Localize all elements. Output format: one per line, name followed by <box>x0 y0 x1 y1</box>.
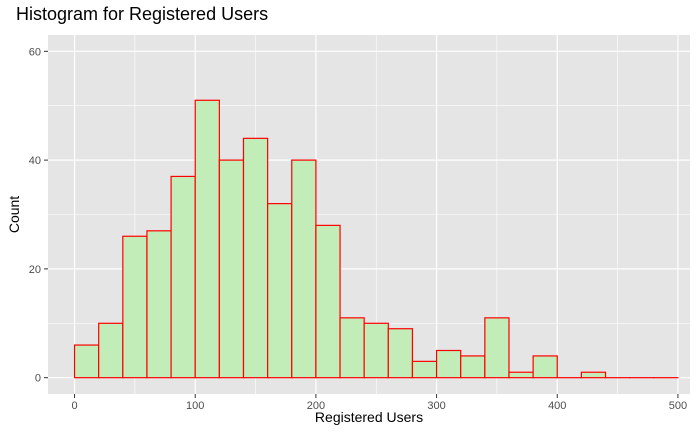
chart-title: Histogram for Registered Users <box>16 4 268 25</box>
x-tick-label: 400 <box>548 400 566 412</box>
y-tick-label: 60 <box>29 46 41 58</box>
histogram-bar <box>581 372 605 377</box>
histogram-bar <box>388 329 412 378</box>
x-tick-label: 300 <box>427 400 445 412</box>
histogram-bar <box>364 323 388 377</box>
y-tick-label: 40 <box>29 155 41 167</box>
histogram-bar <box>268 204 292 378</box>
x-tick-label: 0 <box>71 400 77 412</box>
y-axis-title: Count <box>6 196 22 233</box>
histogram-bar <box>171 176 195 377</box>
histogram-bar <box>316 225 340 377</box>
histogram-bar <box>219 160 243 378</box>
histogram-bar <box>243 138 267 377</box>
histogram-bar <box>75 345 99 378</box>
histogram-bar <box>99 323 123 377</box>
histogram-bar <box>509 372 533 377</box>
histogram-bar <box>340 318 364 378</box>
histogram-bar <box>147 231 171 378</box>
histogram-bar <box>292 160 316 378</box>
y-tick-label: 20 <box>29 264 41 276</box>
x-axis-title: Registered Users <box>315 409 423 425</box>
x-tick-label: 100 <box>186 400 204 412</box>
y-tick-label: 0 <box>35 373 41 385</box>
histogram-bar <box>437 350 461 377</box>
histogram-bar <box>195 100 219 377</box>
histogram-bar <box>485 318 509 378</box>
histogram-bar <box>412 361 436 377</box>
histogram-bar <box>461 356 485 378</box>
x-tick-label: 500 <box>669 400 687 412</box>
histogram-bar <box>533 356 557 378</box>
histogram-bar <box>123 236 147 377</box>
